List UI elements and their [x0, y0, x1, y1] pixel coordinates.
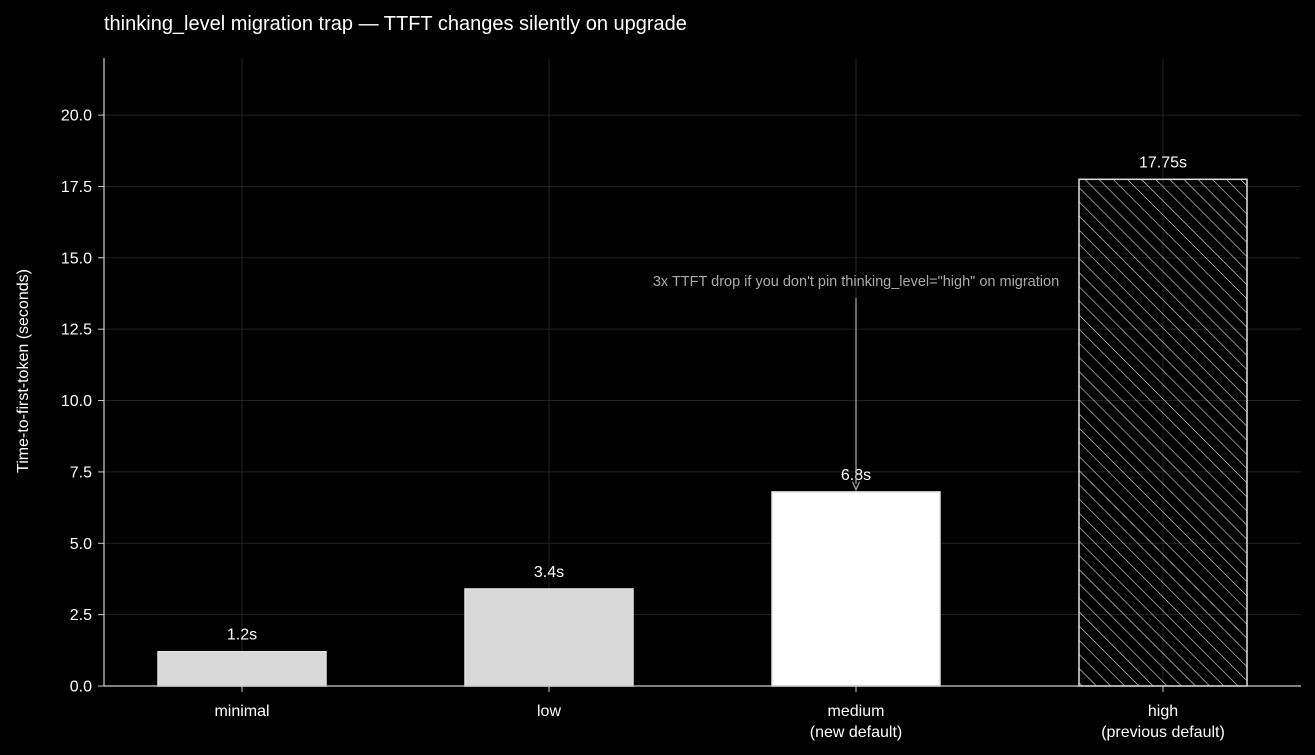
x-tick-label: (new default): [810, 724, 903, 741]
bar-value-label: 1.2s: [227, 627, 257, 644]
y-tick-label: 0.0: [70, 679, 92, 696]
y-tick-label: 5.0: [70, 536, 92, 553]
bars-layer: [157, 178, 1248, 687]
bar-minimal: [157, 650, 327, 687]
y-axis-label: Time-to-first-token (seconds): [15, 269, 32, 473]
annotation-arrow-head: [851, 481, 861, 492]
y-tick-label: 15.0: [61, 250, 92, 267]
bar-value-label: 17.75s: [1139, 154, 1187, 171]
y-tick-label: 20.0: [61, 108, 92, 125]
y-tick-label: 12.5: [61, 322, 92, 339]
bar-medium: [771, 491, 941, 687]
x-tick-label: minimal: [214, 703, 269, 720]
annotation-text: 3x TTFT drop if you don't pin thinking_l…: [653, 274, 1059, 290]
bar-value-label: 3.4s: [534, 564, 564, 581]
bar-high: [1078, 178, 1248, 687]
x-tick-label: low: [537, 703, 561, 720]
y-tick-label: 2.5: [70, 607, 92, 624]
bar-low: [464, 588, 634, 687]
axes-layer: [98, 58, 1301, 692]
y-tick-label: 10.0: [61, 393, 92, 410]
y-tick-label: 17.5: [61, 179, 92, 196]
labels-layer: 0.0 2.5 5.0 7.5 10.0 12.5 15.0 17.5 20.0 1.2s mini…: [61, 108, 1225, 741]
annotation-layer: 3x TTFT drop if you don't pin thinking_l…: [653, 274, 1059, 492]
chart-title: thinking_level migration trap — TTFT cha…: [104, 13, 687, 35]
y-tick-label: 7.5: [70, 464, 92, 481]
x-tick-label: high: [1148, 703, 1178, 720]
x-tick-label: (previous default): [1101, 724, 1225, 741]
x-tick-label: medium: [828, 703, 885, 720]
